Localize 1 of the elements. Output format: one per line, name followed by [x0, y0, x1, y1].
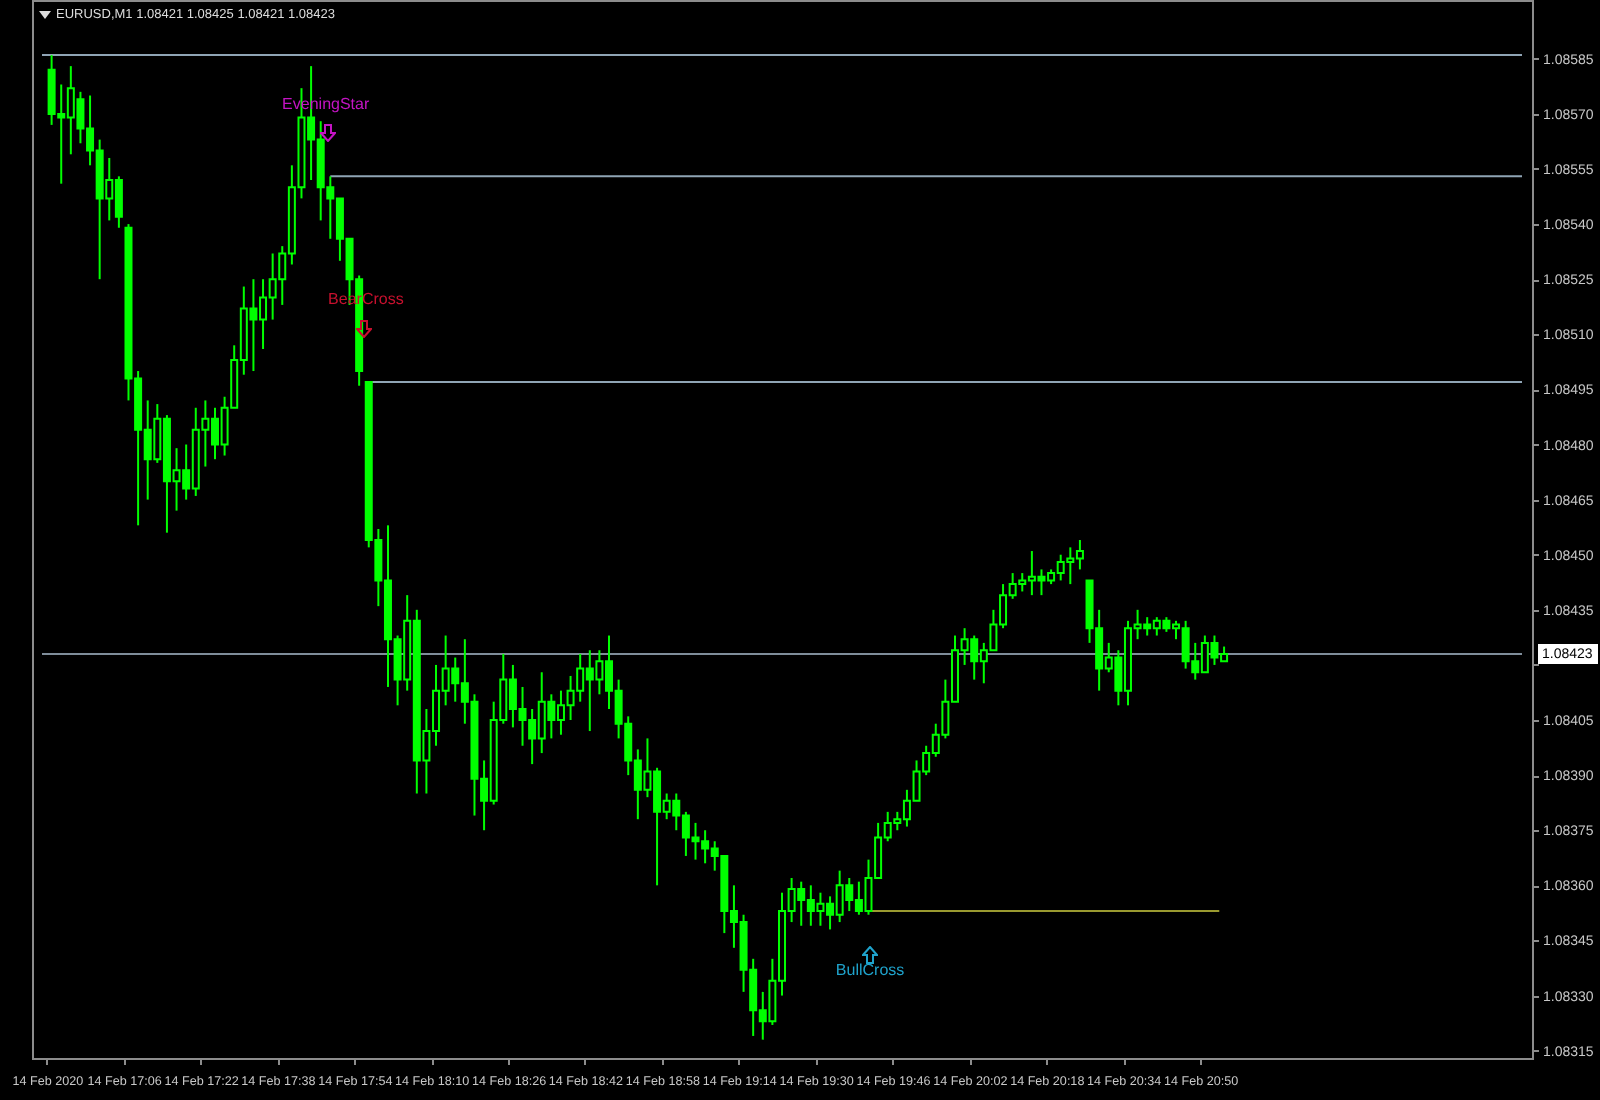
annotation: BullCross: [835, 961, 905, 979]
